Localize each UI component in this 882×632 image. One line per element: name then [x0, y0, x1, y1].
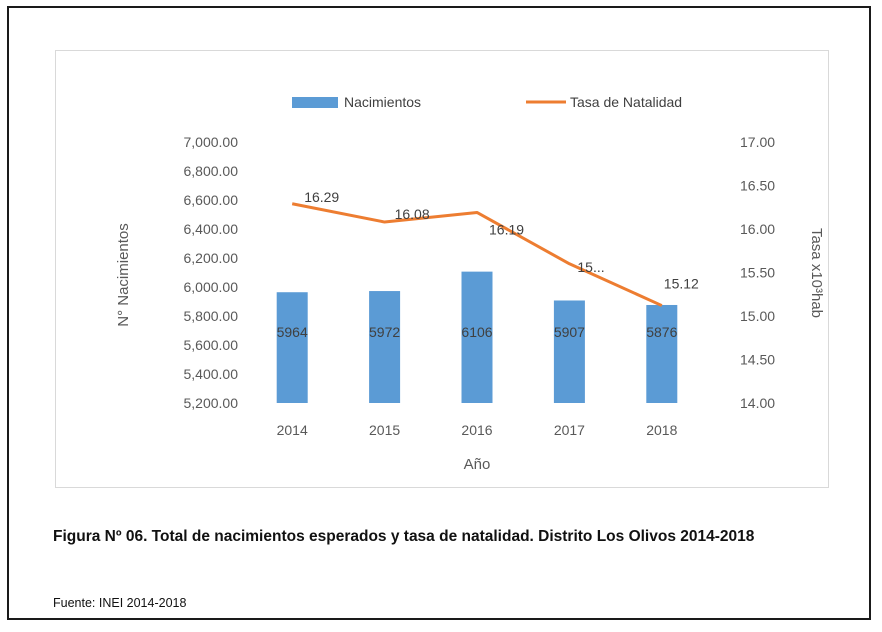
- legend-swatch-bars: [292, 97, 338, 108]
- line-data-label: 16.19: [489, 221, 524, 237]
- bar: [276, 292, 308, 403]
- bar: [553, 300, 585, 403]
- y-tick-left: 6,000.00: [184, 279, 239, 295]
- right-axis-ticks: 14.00 14.50 15.00 15.50 16.00 16.50 17.00: [740, 134, 775, 411]
- y-tick-right: 16.00: [740, 221, 775, 237]
- line-data-label: 15.12: [664, 276, 699, 292]
- x-tick: 2016: [461, 422, 492, 438]
- bar: [369, 291, 401, 403]
- y-axis-title-right: Tasa x10³hab: [808, 228, 825, 318]
- y-tick-left: 5,600.00: [184, 337, 239, 353]
- x-tick: 2015: [369, 422, 400, 438]
- line-data-label: 16.08: [395, 206, 430, 222]
- left-axis-ticks: 5,200.00 5,400.00 5,600.00 5,800.00 6,000.00…: [184, 134, 239, 411]
- x-axis-title: Año: [464, 456, 491, 473]
- y-tick-right: 17.00: [740, 134, 775, 150]
- combo-chart: Nacimientos Tasa de Natalidad 5,200.005,…: [115, 94, 825, 473]
- x-axis-ticks: 2014 2015 2016 2017 2018: [277, 422, 678, 438]
- bar-data-label: 6106: [461, 324, 492, 340]
- x-tick: 2014: [277, 422, 308, 438]
- chart-legend: Nacimientos Tasa de Natalidad: [292, 94, 682, 110]
- bar-series: 5964 5972 6106 5907 5876: [276, 271, 678, 403]
- bar-data-label: 5972: [369, 324, 400, 340]
- bar-data-label: 5876: [646, 324, 677, 340]
- bar-data-label: 5964: [277, 324, 308, 340]
- y-tick-right: 15.00: [740, 308, 775, 324]
- line-path: [291, 202, 663, 307]
- figure-caption-title: Figura Nº 06. Total de nacimientos esper…: [53, 528, 755, 545]
- figure-frame: Nacimientos Tasa de Natalidad 5,200.00 5,…: [7, 6, 871, 620]
- line-data-label: 15...: [577, 259, 604, 275]
- legend-label-line: Tasa de Natalidad: [570, 94, 682, 110]
- line-data-label: 16.29: [304, 189, 339, 205]
- y-tick-right: 15.50: [740, 265, 775, 281]
- y-tick-left: 5,400.00: [184, 366, 239, 382]
- y-tick-right: 14.00: [740, 395, 775, 411]
- bar-data-label: 5907: [554, 324, 585, 340]
- y-tick-left: 6,400.00: [184, 221, 239, 237]
- y-tick-right: 16.50: [740, 178, 775, 194]
- figure-caption-source: Fuente: INEI 2014-2018: [53, 596, 187, 610]
- y-tick-left: 6,200.00: [184, 250, 239, 266]
- y-axis-title-left: N° Nacimientos: [115, 223, 132, 327]
- bar: [461, 271, 493, 403]
- y-tick-left: 5,200.00: [184, 395, 239, 411]
- y-tick-left: 6,600.00: [184, 192, 239, 208]
- legend-label-bars: Nacimientos: [344, 94, 421, 110]
- y-tick-left: 6,800.00: [184, 163, 239, 179]
- x-tick: 2017: [554, 422, 585, 438]
- y-tick-left: 7,000.00: [184, 134, 239, 150]
- x-tick: 2018: [646, 422, 677, 438]
- bar: [646, 304, 678, 403]
- y-tick-right: 14.50: [740, 352, 775, 368]
- y-tick-left: 5,800.00: [184, 308, 239, 324]
- line-series: 16.29 16.08 16.19 15... 15.12: [291, 189, 699, 307]
- chart-container: Nacimientos Tasa de Natalidad 5,200.00 5,…: [55, 50, 829, 488]
